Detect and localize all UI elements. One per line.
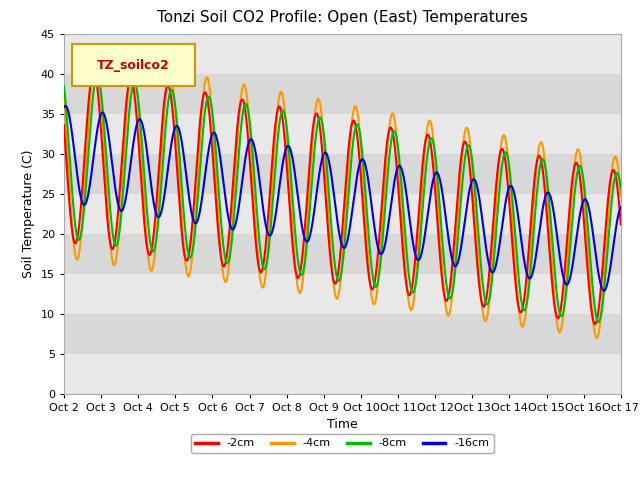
Legend: -2cm, -4cm, -8cm, -16cm: -2cm, -4cm, -8cm, -16cm bbox=[191, 434, 493, 453]
Bar bbox=[64, 154, 621, 193]
Bar bbox=[64, 73, 621, 114]
Title: Tonzi Soil CO2 Profile: Open (East) Temperatures: Tonzi Soil CO2 Profile: Open (East) Temp… bbox=[157, 11, 528, 25]
Text: TZ_soilco2: TZ_soilco2 bbox=[97, 59, 170, 72]
Bar bbox=[64, 313, 621, 354]
X-axis label: Time: Time bbox=[327, 418, 358, 431]
FancyBboxPatch shape bbox=[72, 44, 195, 86]
Y-axis label: Soil Temperature (C): Soil Temperature (C) bbox=[22, 149, 35, 278]
Bar bbox=[64, 234, 621, 274]
